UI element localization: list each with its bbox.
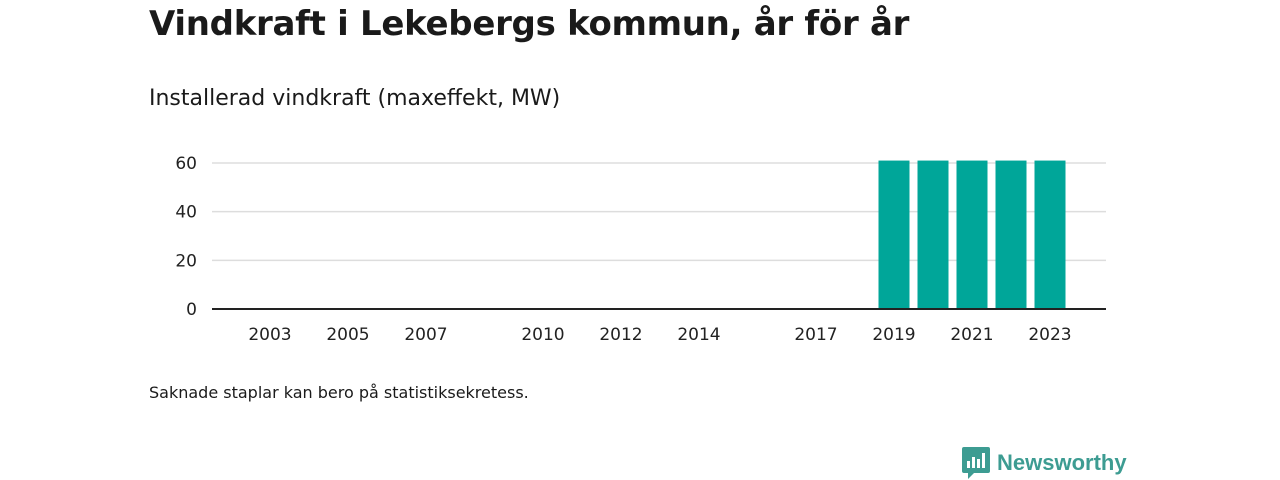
x-tick-label: 2017 [794,325,837,345]
bar-chart: 0 20 40 60 2003 2005 2007 2010 2012 2014 2017 2019… [175,154,1106,345]
bar-2023 [1034,160,1066,309]
bar-2022 [995,160,1027,309]
footnote: Saknade staplar kan bero på statistiksek… [149,383,529,402]
x-tick-label: 2019 [872,325,915,345]
bars [878,160,1066,309]
y-axis-labels: 0 20 40 60 [175,154,197,320]
x-tick-label: 2021 [950,325,993,345]
newsworthy-logo[interactable]: Newsworthy [962,447,1127,479]
x-tick-label: 2007 [404,325,447,345]
chart-title: Vindkraft i Lekebergs kommun, år för år [149,4,910,44]
bar-2020 [917,160,949,309]
x-tick-label: 2005 [326,325,369,345]
brand-name: Newsworthy [997,450,1127,475]
x-tick-label: 2014 [677,325,720,345]
x-tick-label: 2003 [248,325,291,345]
x-axis-labels: 2003 2005 2007 2010 2012 2014 2017 2019 2021 2023 [248,325,1071,345]
chart-subtitle: Installerad vindkraft (maxeffekt, MW) [149,86,561,111]
x-tick-label: 2012 [599,325,642,345]
bar-2019 [878,160,910,309]
x-tick-label: 2010 [521,325,564,345]
y-tick-label: 0 [186,300,197,320]
y-tick-label: 60 [175,154,197,174]
newsworthy-logo-icon [962,447,990,479]
y-tick-label: 40 [175,203,197,223]
x-tick-label: 2023 [1028,325,1071,345]
bar-2021 [956,160,988,309]
y-tick-label: 20 [175,251,197,271]
